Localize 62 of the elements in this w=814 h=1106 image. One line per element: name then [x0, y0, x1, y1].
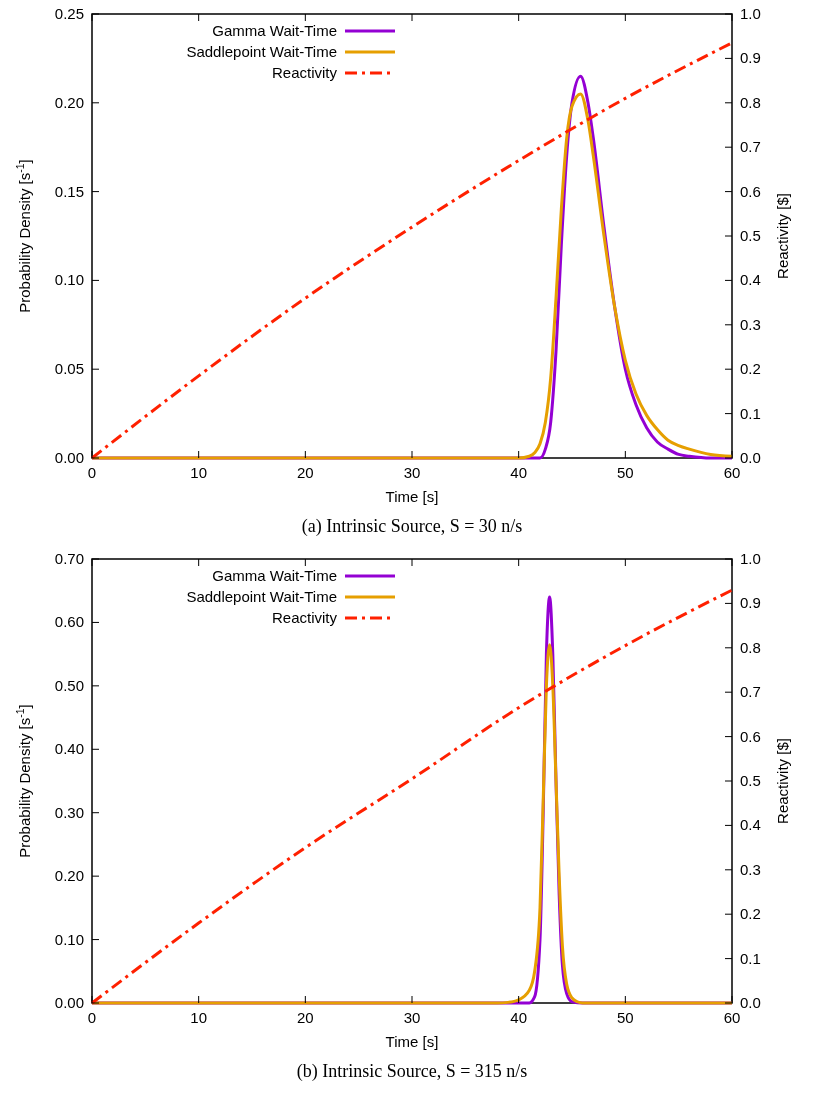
x-tick-label: 50 [616, 1009, 634, 1026]
x-tick-label: 20 [296, 464, 314, 481]
legend-label: Saddlepoint Wait-Time [186, 588, 337, 605]
legend-label: Reactivity [271, 64, 338, 81]
y2-tick-label: 0.4 [740, 816, 761, 834]
y2-tick-label: 0.2 [740, 905, 761, 923]
y2-tick-label: 0.5 [740, 227, 761, 244]
y-tick-label: 0.00 [54, 449, 84, 466]
y2-tick-label: 1.0 [740, 5, 761, 22]
y2-tick-label: 0.0 [740, 449, 761, 466]
y-tick-label: 0.15 [54, 182, 84, 200]
x-tick-label: 60 [723, 464, 741, 481]
text: (a) Intrinsic Source, S = 30 n/s [301, 516, 523, 537]
y-tick-label: 0.10 [54, 930, 84, 948]
y2-tick-label: 0.8 [740, 93, 761, 111]
x-tick-label: 10 [190, 464, 208, 481]
x-tick-label: 0 [87, 1009, 97, 1026]
y-tick-label: 0.00 [54, 994, 84, 1011]
y2-tick-label: 0.8 [740, 638, 761, 656]
y-tick-label: 0.70 [54, 550, 84, 567]
y2-tick-label: 0.6 [740, 182, 761, 200]
y2-tick-label: 0.9 [740, 594, 761, 612]
y2-tick-label: 0.9 [740, 49, 761, 67]
legend-label: Saddlepoint Wait-Time [186, 43, 337, 60]
x-tick-label: 10 [190, 1009, 208, 1026]
y2-tick-label: 0.6 [740, 727, 761, 745]
y-tick-label: 0.05 [54, 360, 84, 378]
y-tick-label: 0.20 [54, 93, 84, 111]
x-tick-label: 30 [403, 1009, 421, 1026]
legend-label: Reactivity [271, 609, 338, 626]
y2-axis-title: Reactivity [$] [774, 738, 791, 824]
y-tick-label: 0.50 [54, 676, 84, 694]
legend-label: Gamma Wait-Time [212, 567, 337, 584]
y2-tick-label: 1.0 [740, 550, 761, 567]
y2-tick-label: 0.5 [740, 772, 761, 789]
legend-label: Gamma Wait-Time [212, 22, 337, 39]
y2-tick-label: 0.7 [740, 683, 761, 701]
x-axis-title: Time [s] [385, 1033, 439, 1050]
y-tick-label: 0.60 [54, 613, 84, 631]
y-tick-label: 0.10 [54, 271, 84, 289]
x-tick-label: 50 [616, 464, 634, 481]
y2-tick-label: 0.2 [740, 360, 761, 378]
y-tick-label: 0.25 [54, 5, 84, 22]
y2-tick-label: 0.4 [740, 271, 761, 289]
x-tick-label: 30 [403, 464, 421, 481]
x-tick-label: 60 [723, 1009, 741, 1026]
x-axis-title: Time [s] [385, 488, 439, 505]
y-tick-label: 0.20 [54, 867, 84, 885]
y-tick-label: 0.30 [54, 803, 84, 821]
x-tick-label: 40 [510, 1009, 528, 1026]
y2-tick-label: 0.1 [740, 404, 761, 422]
y-tick-label: 0.40 [54, 740, 84, 758]
y2-tick-label: 0.0 [740, 994, 761, 1011]
x-tick-label: 0 [87, 464, 97, 481]
y2-tick-label: 0.7 [740, 138, 761, 156]
y2-axis-title: Reactivity [$] [774, 193, 791, 279]
y2-tick-label: 0.3 [740, 860, 761, 878]
x-tick-label: 40 [510, 464, 528, 481]
x-tick-label: 20 [296, 1009, 314, 1026]
text: (b) Intrinsic Source, S = 315 n/s [296, 1061, 528, 1082]
y2-tick-label: 0.1 [740, 949, 761, 967]
y2-tick-label: 0.3 [740, 315, 761, 333]
